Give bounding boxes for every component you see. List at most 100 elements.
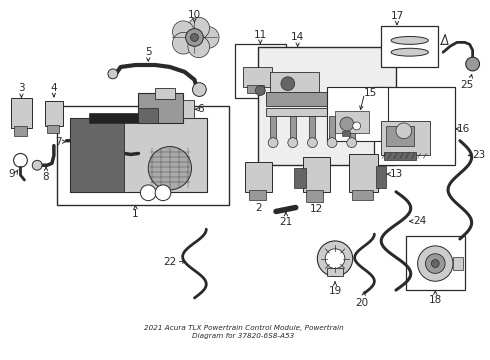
- Circle shape: [340, 117, 354, 131]
- Circle shape: [288, 138, 297, 148]
- Circle shape: [281, 77, 294, 91]
- Bar: [266, 108, 365, 116]
- Circle shape: [353, 122, 361, 130]
- Circle shape: [188, 36, 210, 58]
- Circle shape: [308, 138, 318, 148]
- Circle shape: [431, 260, 439, 267]
- Text: 3: 3: [18, 84, 25, 94]
- Circle shape: [188, 17, 210, 39]
- Bar: [155, 87, 175, 99]
- Bar: [374, 87, 455, 165]
- Text: 14: 14: [291, 32, 304, 42]
- Circle shape: [417, 246, 453, 281]
- Circle shape: [396, 123, 412, 139]
- Text: 2021 Acura TLX Powertrain Control Module, Powertrain
Diagram for 37820-6S8-A53: 2021 Acura TLX Powertrain Control Module…: [144, 325, 343, 339]
- Circle shape: [197, 27, 219, 48]
- Text: 2: 2: [255, 203, 262, 213]
- Bar: [258, 47, 396, 165]
- Bar: [266, 91, 345, 106]
- Text: 6: 6: [197, 104, 204, 114]
- Circle shape: [425, 254, 445, 273]
- Text: 13: 13: [390, 169, 403, 179]
- Circle shape: [148, 147, 192, 190]
- Bar: [349, 154, 378, 192]
- Text: 7: 7: [55, 137, 62, 147]
- Text: 16: 16: [457, 124, 470, 134]
- Bar: [327, 269, 343, 276]
- Bar: [453, 257, 463, 270]
- Circle shape: [155, 185, 171, 201]
- Text: 25: 25: [460, 80, 473, 90]
- Bar: [342, 131, 350, 136]
- Text: 8: 8: [43, 172, 49, 182]
- Bar: [270, 72, 319, 91]
- Bar: [306, 190, 323, 202]
- Bar: [183, 100, 195, 118]
- Circle shape: [191, 33, 198, 41]
- Circle shape: [347, 138, 357, 148]
- Text: 18: 18: [429, 295, 442, 305]
- Bar: [235, 44, 286, 98]
- Bar: [290, 116, 295, 141]
- Text: 1: 1: [132, 208, 139, 219]
- Bar: [335, 111, 369, 133]
- Bar: [246, 85, 264, 93]
- Bar: [11, 98, 32, 128]
- Text: 24: 24: [414, 216, 427, 226]
- Bar: [329, 116, 335, 141]
- Text: 22: 22: [164, 257, 177, 267]
- Bar: [14, 126, 27, 136]
- Text: 20: 20: [355, 298, 368, 308]
- Bar: [248, 190, 266, 200]
- Bar: [57, 106, 229, 204]
- Circle shape: [172, 21, 194, 42]
- Circle shape: [325, 249, 345, 269]
- Bar: [327, 87, 388, 141]
- Bar: [310, 116, 316, 141]
- Text: 21: 21: [279, 217, 293, 228]
- Circle shape: [327, 138, 337, 148]
- Text: 17: 17: [391, 11, 404, 21]
- Bar: [89, 113, 139, 123]
- Circle shape: [141, 185, 156, 201]
- Circle shape: [14, 153, 27, 167]
- Text: 23: 23: [473, 150, 486, 161]
- Circle shape: [466, 57, 480, 71]
- Bar: [243, 67, 272, 87]
- Bar: [245, 162, 272, 192]
- Text: 4: 4: [50, 84, 57, 94]
- Circle shape: [108, 69, 118, 79]
- Circle shape: [172, 32, 194, 54]
- Text: 9: 9: [8, 169, 15, 179]
- Circle shape: [193, 83, 206, 96]
- Text: 5: 5: [145, 47, 151, 57]
- Bar: [384, 153, 416, 160]
- Text: 10: 10: [188, 10, 201, 20]
- Text: 12: 12: [310, 204, 323, 213]
- Text: 19: 19: [328, 286, 342, 296]
- Bar: [45, 102, 63, 126]
- Bar: [381, 121, 430, 156]
- Bar: [139, 94, 183, 123]
- Bar: [270, 116, 276, 141]
- Bar: [352, 190, 373, 200]
- Bar: [349, 116, 355, 141]
- Bar: [47, 125, 59, 133]
- Bar: [406, 236, 465, 290]
- Circle shape: [318, 241, 353, 276]
- Circle shape: [268, 138, 278, 148]
- Text: 15: 15: [364, 89, 377, 99]
- Bar: [386, 126, 414, 145]
- Ellipse shape: [391, 36, 428, 44]
- Bar: [294, 168, 306, 188]
- Circle shape: [255, 86, 265, 95]
- Bar: [303, 157, 330, 192]
- Bar: [70, 118, 207, 192]
- Bar: [70, 118, 123, 192]
- Bar: [381, 26, 438, 67]
- Circle shape: [186, 29, 203, 46]
- Text: 11: 11: [254, 30, 267, 40]
- Bar: [376, 166, 386, 188]
- Circle shape: [32, 160, 42, 170]
- Bar: [139, 108, 158, 123]
